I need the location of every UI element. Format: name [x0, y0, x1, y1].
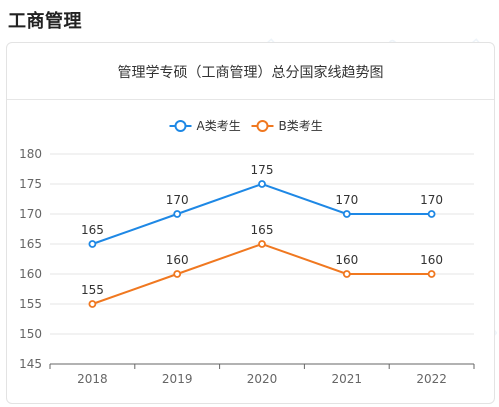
legend-marker — [174, 120, 187, 132]
data-point — [427, 270, 436, 278]
legend-marker — [256, 120, 269, 132]
y-tick-label: 170 — [19, 207, 42, 221]
legend: A类考生 B类考生 — [169, 119, 323, 133]
page-heading: 工商管理 — [8, 11, 82, 32]
y-axis: 145 150 155 160 165 170 175 180 — [19, 147, 42, 371]
data-point — [173, 270, 182, 278]
y-tick-label: 165 — [19, 237, 42, 251]
y-tick-label: 160 — [19, 267, 42, 281]
x-tick-label: 2018 — [77, 372, 108, 386]
x-tick-label: 2021 — [332, 372, 363, 386]
data-label: 170 — [166, 193, 189, 207]
data-point — [88, 300, 97, 308]
data-label: 165 — [251, 223, 274, 237]
data-point — [427, 210, 436, 218]
data-point — [258, 180, 266, 188]
data-label: 175 — [251, 163, 274, 177]
legend-label: A类考生 — [197, 119, 241, 133]
data-label: 160 — [420, 253, 443, 267]
data-label: 160 — [166, 253, 189, 267]
chart-card: 管理学专硕（工商管理）总分国家线趋势图 — [6, 42, 495, 404]
x-tick-label: 2019 — [162, 372, 193, 386]
y-tick-label: 180 — [19, 147, 42, 161]
data-point — [173, 210, 182, 218]
x-tick-label: 2022 — [416, 372, 447, 386]
chart-title: 管理学专硕（工商管理）总分国家线趋势图 — [117, 65, 384, 81]
data-label: 160 — [335, 253, 358, 267]
y-tick-label: 145 — [19, 357, 42, 371]
y-tick-label: 175 — [19, 177, 42, 191]
x-axis: 2018 2019 2020 2021 2022 — [49, 363, 475, 386]
legend-item: B类考生 — [251, 119, 323, 133]
legend-item: A类考生 — [169, 119, 241, 133]
data-point — [258, 240, 266, 248]
data-label: 165 — [81, 223, 104, 237]
legend-label: B类考生 — [279, 119, 323, 133]
data-point — [342, 270, 351, 278]
series-a: 165 170 175 170 170 — [81, 163, 443, 248]
data-point — [342, 210, 351, 218]
data-point — [88, 240, 97, 248]
data-label: 170 — [420, 193, 443, 207]
data-label: 170 — [335, 193, 358, 207]
series-b: 155 160 165 160 160 — [81, 223, 443, 308]
data-label: 155 — [81, 283, 104, 297]
y-tick-label: 150 — [19, 327, 42, 341]
y-tick-label: 155 — [19, 297, 42, 311]
chart-card-header: 管理学专硕（工商管理）总分国家线趋势图 — [7, 43, 494, 100]
x-tick-label: 2020 — [247, 372, 278, 386]
